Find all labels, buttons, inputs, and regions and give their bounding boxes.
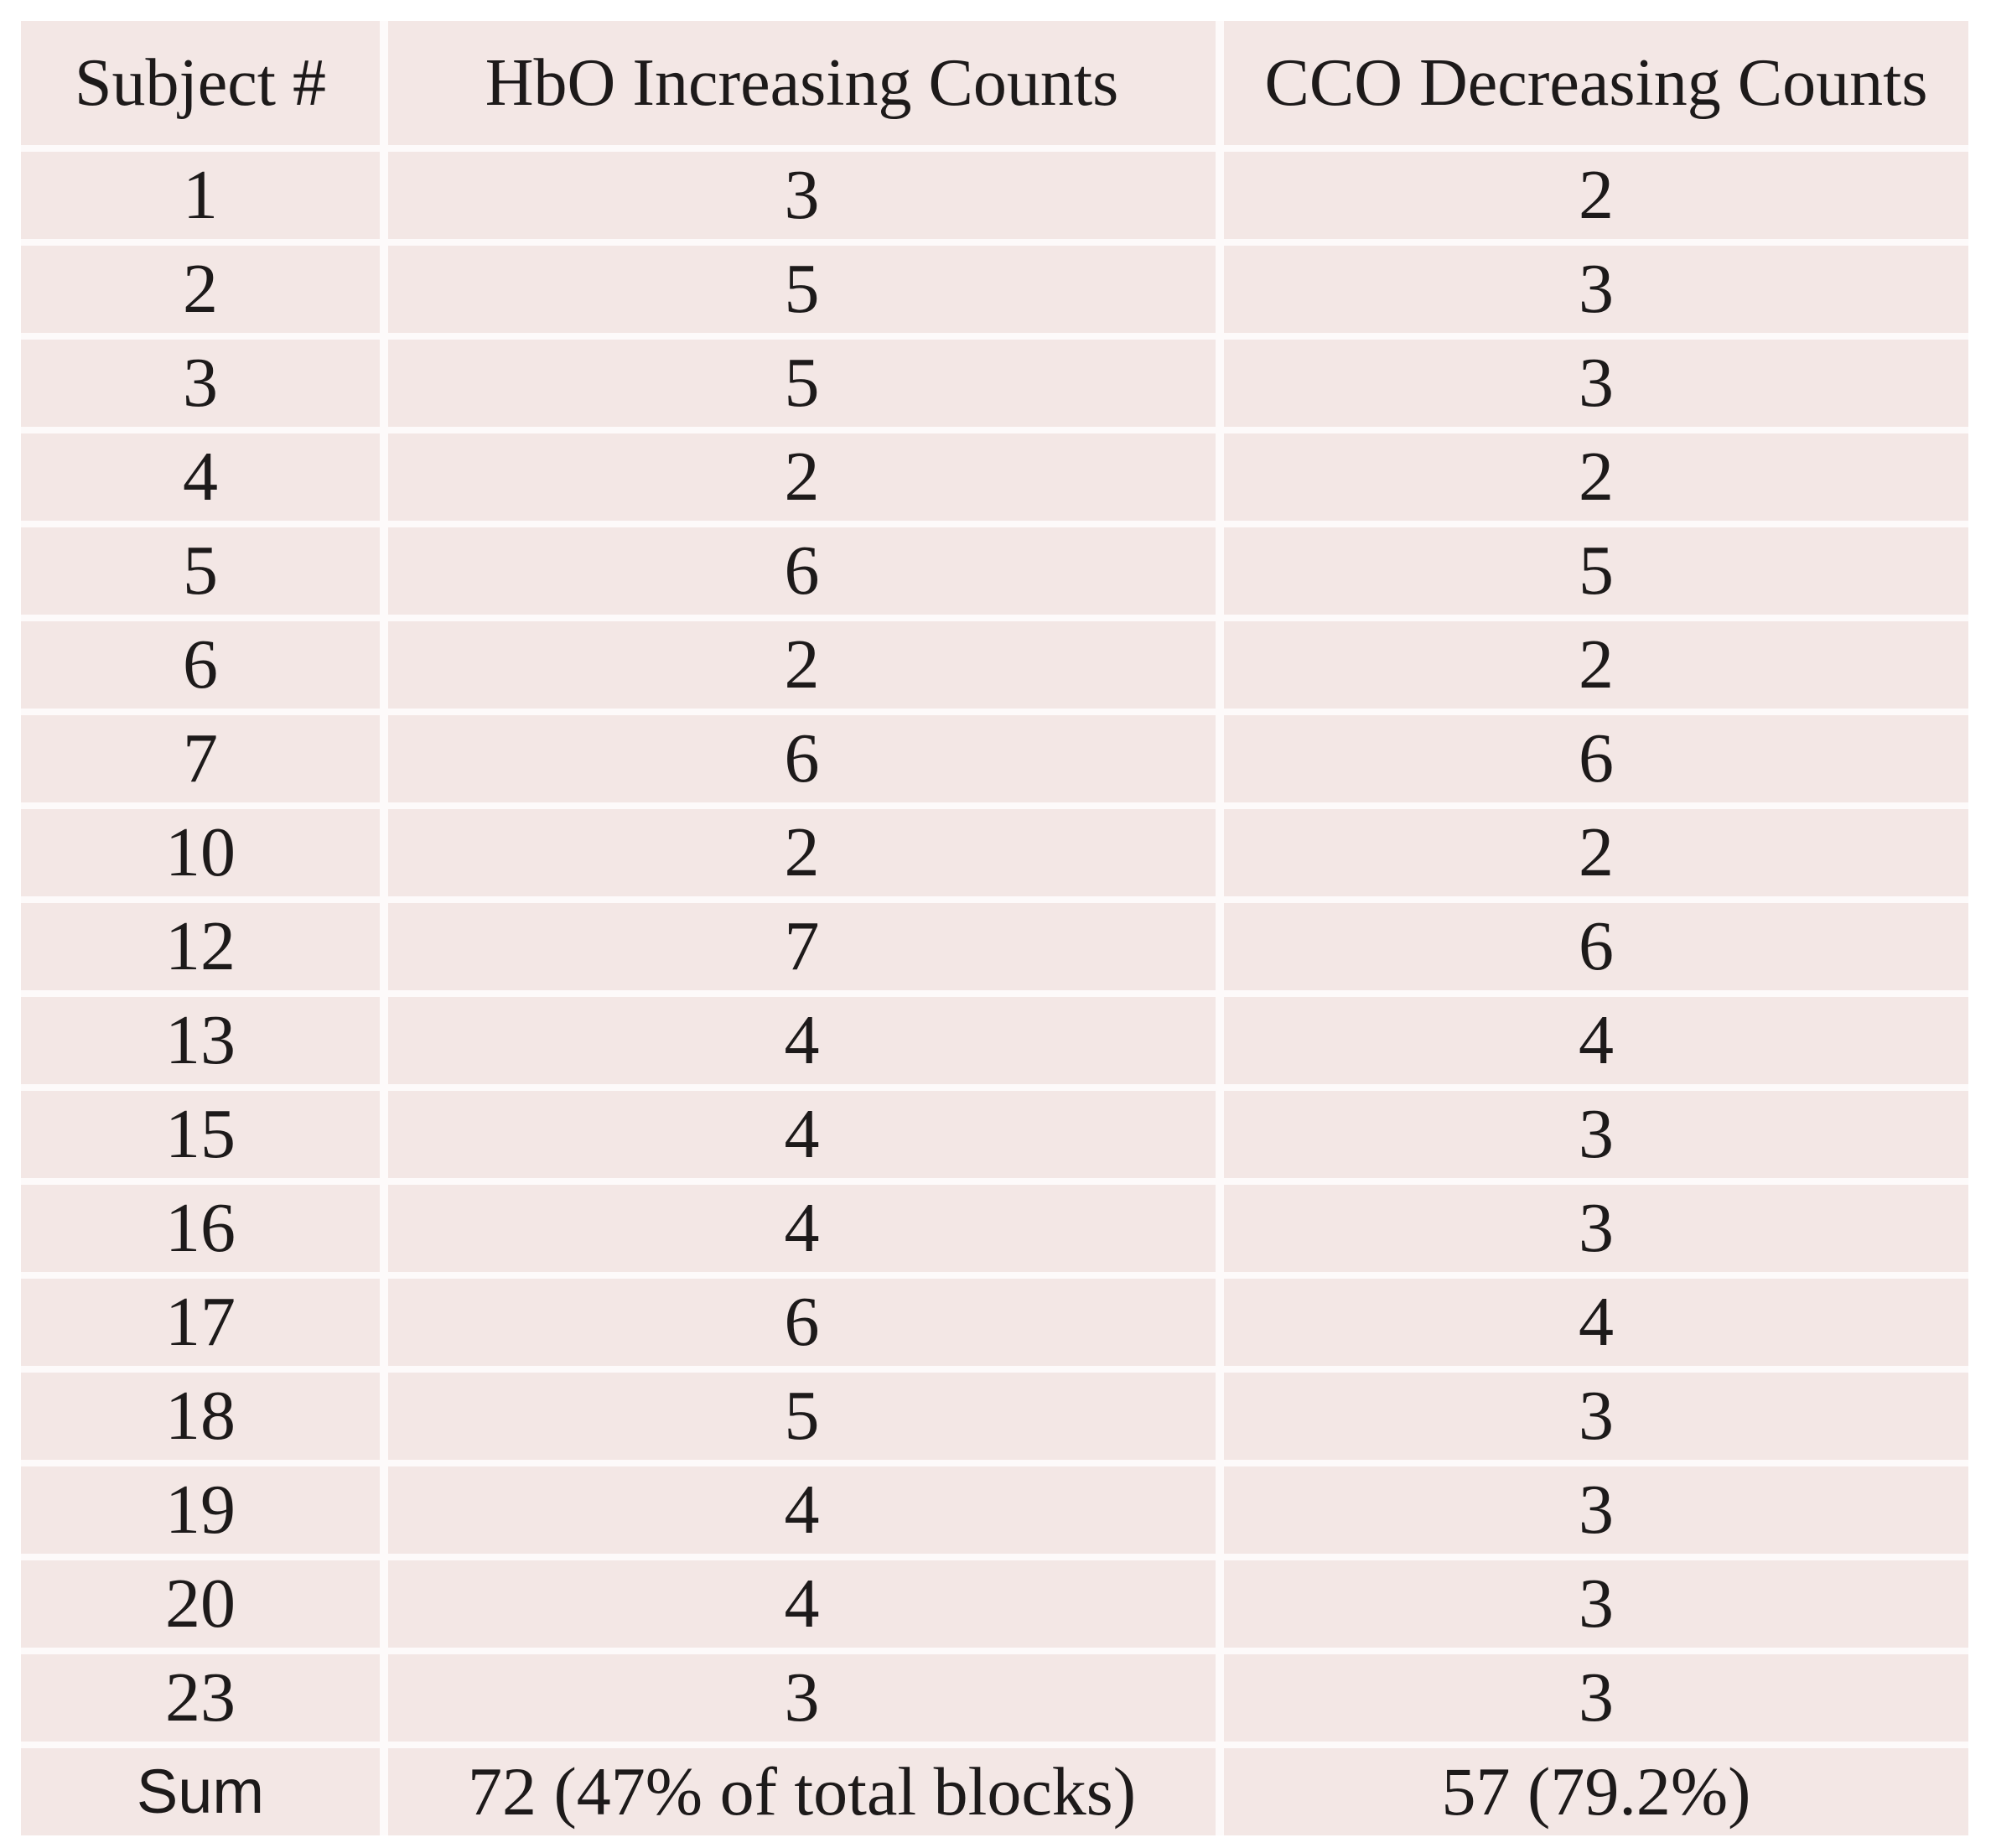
subject-cell: 19 xyxy=(21,1466,380,1554)
subject-cell: 13 xyxy=(21,997,380,1084)
hbo-count-cell: 4 xyxy=(388,1560,1216,1648)
subject-cell: 12 xyxy=(21,903,380,990)
hbo-count-cell: 4 xyxy=(388,1466,1216,1554)
hbo-count-cell: 6 xyxy=(388,715,1216,802)
column-header-subject: Subject # xyxy=(21,21,380,145)
hbo-count-cell: 4 xyxy=(388,1185,1216,1272)
subject-cell: 7 xyxy=(21,715,380,802)
subject-cell: 15 xyxy=(21,1091,380,1178)
hbo-count-cell: 3 xyxy=(388,152,1216,239)
cco-count-cell: 2 xyxy=(1224,621,1968,709)
cco-count-cell: 3 xyxy=(1224,1373,1968,1460)
cco-count-cell: 4 xyxy=(1224,997,1968,1084)
subject-cell: 6 xyxy=(21,621,380,709)
hbo-count-cell: 2 xyxy=(388,621,1216,709)
hbo-count-cell: 4 xyxy=(388,1091,1216,1178)
subject-cell: 3 xyxy=(21,340,380,427)
subject-counts-table: Subject # HbO Increasing Counts CCO Decr… xyxy=(21,21,1968,1835)
subject-cell: 1 xyxy=(21,152,380,239)
subject-cell: 10 xyxy=(21,809,380,896)
column-header-cco-decreasing: CCO Decreasing Counts xyxy=(1224,21,1968,145)
cco-count-cell: 3 xyxy=(1224,246,1968,333)
cco-count-cell: 2 xyxy=(1224,152,1968,239)
subject-cell: 4 xyxy=(21,433,380,521)
cco-count-cell: 3 xyxy=(1224,340,1968,427)
hbo-count-cell: 3 xyxy=(388,1654,1216,1742)
subject-cell: 17 xyxy=(21,1279,380,1366)
cco-count-cell: 2 xyxy=(1224,433,1968,521)
subject-cell: 2 xyxy=(21,246,380,333)
hbo-count-cell: 4 xyxy=(388,997,1216,1084)
sum-row-label: Sum xyxy=(21,1748,380,1835)
cco-count-cell: 3 xyxy=(1224,1091,1968,1178)
cco-count-cell: 6 xyxy=(1224,903,1968,990)
hbo-count-cell: 5 xyxy=(388,340,1216,427)
cco-count-cell: 3 xyxy=(1224,1185,1968,1272)
cco-count-cell: 4 xyxy=(1224,1279,1968,1366)
hbo-count-cell: 6 xyxy=(388,527,1216,615)
hbo-count-cell: 7 xyxy=(388,903,1216,990)
cco-count-cell: 3 xyxy=(1224,1466,1968,1554)
sum-cco-cell: 57 (79.2%) xyxy=(1224,1748,1968,1835)
cco-count-cell: 5 xyxy=(1224,527,1968,615)
subject-cell: 16 xyxy=(21,1185,380,1272)
subject-cell: 23 xyxy=(21,1654,380,1742)
subject-cell: 20 xyxy=(21,1560,380,1648)
hbo-count-cell: 5 xyxy=(388,1373,1216,1460)
cco-count-cell: 2 xyxy=(1224,809,1968,896)
cco-count-cell: 3 xyxy=(1224,1654,1968,1742)
subject-cell: 5 xyxy=(21,527,380,615)
hbo-count-cell: 2 xyxy=(388,809,1216,896)
subject-cell: 18 xyxy=(21,1373,380,1460)
hbo-count-cell: 5 xyxy=(388,246,1216,333)
hbo-count-cell: 6 xyxy=(388,1279,1216,1366)
cco-count-cell: 3 xyxy=(1224,1560,1968,1648)
cco-count-cell: 6 xyxy=(1224,715,1968,802)
column-header-hbo-increasing: HbO Increasing Counts xyxy=(388,21,1216,145)
hbo-count-cell: 2 xyxy=(388,433,1216,521)
sum-hbo-cell: 72 (47% of total blocks) xyxy=(388,1748,1216,1835)
